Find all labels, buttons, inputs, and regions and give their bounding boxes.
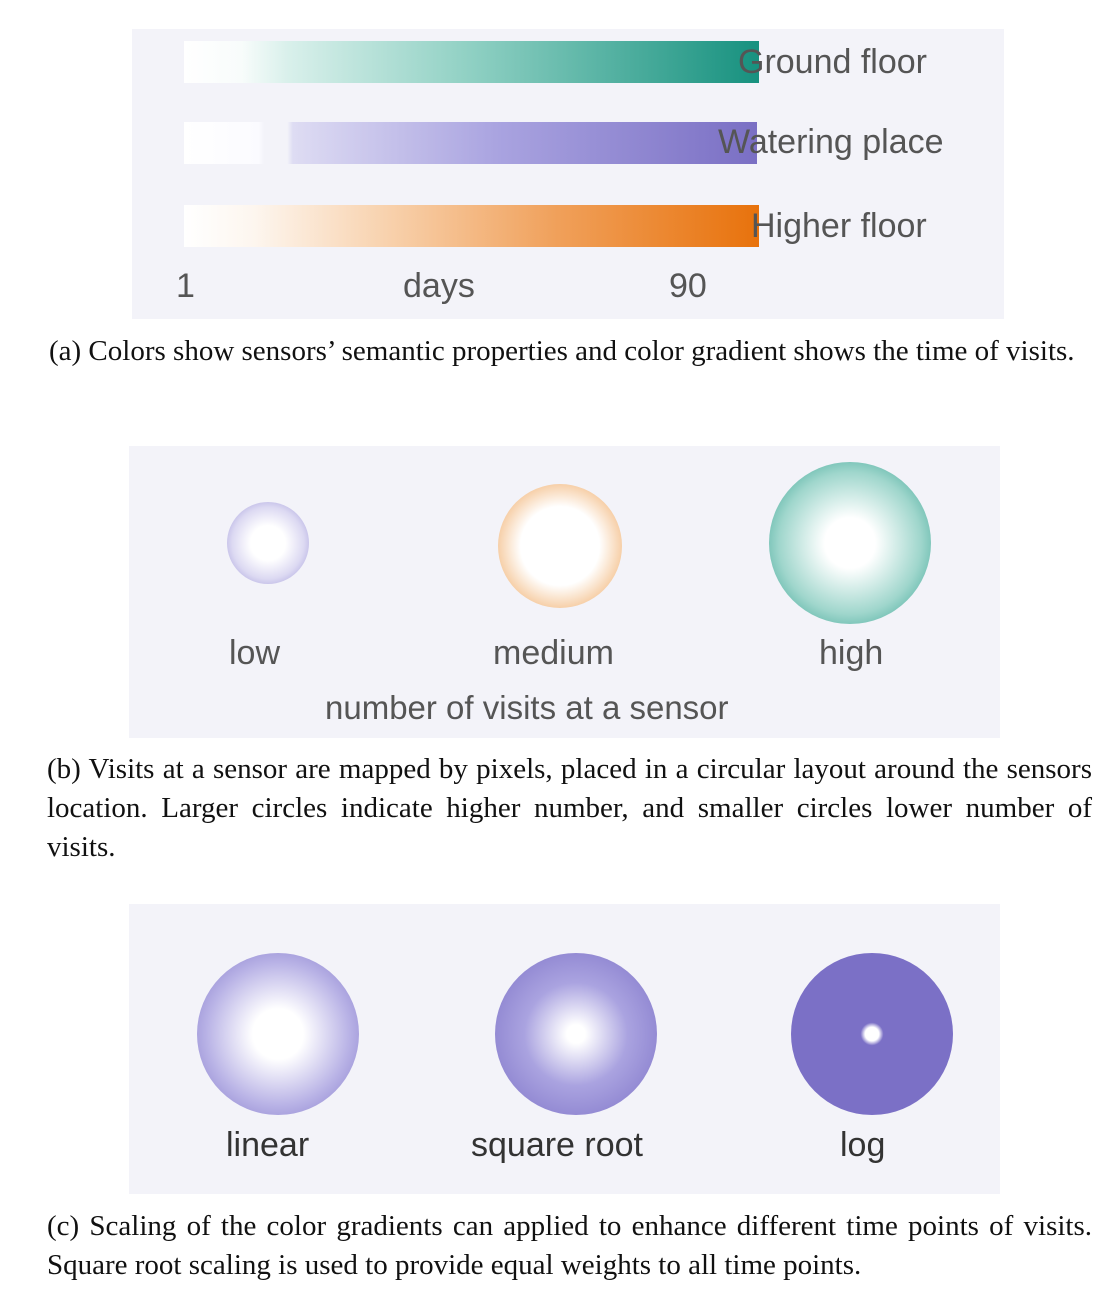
caption-b: (b) Visits at a sensor are mapped by pix… (47, 753, 1092, 863)
axis-unit-label: days (403, 267, 475, 305)
caption-c: (c) Scaling of the color gradients can a… (47, 1210, 1092, 1281)
circle-medium (498, 484, 622, 608)
scaling-panel-c: linear square root log (129, 904, 1000, 1194)
ground-floor-gradient-bar (184, 41, 759, 83)
legend-panel-a: Ground floor Watering place Higher floor… (132, 29, 1004, 319)
circle-log-scaling (791, 953, 953, 1115)
circle-square-root-scaling (495, 953, 657, 1115)
level-label-high: high (819, 634, 884, 672)
circle-low (227, 502, 309, 584)
legend-label-higher-floor: Higher floor (751, 207, 927, 245)
level-label-low: low (229, 634, 281, 672)
axis-max-label: 90 (669, 267, 707, 305)
scaling-label-log: log (840, 1126, 886, 1164)
scaling-label-square-root: square root (471, 1126, 643, 1164)
circle-high (769, 462, 931, 624)
legend-label-watering-place: Watering place (718, 123, 944, 161)
legend-label-ground-floor: Ground floor (738, 43, 927, 81)
visits-size-panel-b: low medium high number of visits at a se… (129, 446, 1000, 738)
level-label-medium: medium (493, 634, 614, 672)
scaling-label-linear: linear (226, 1126, 310, 1164)
watering-place-gradient-bar (184, 122, 757, 164)
higher-floor-gradient-bar (184, 205, 759, 247)
circle-linear-scaling (197, 953, 359, 1115)
visits-axis-label: number of visits at a sensor (325, 689, 729, 726)
axis-min-label: 1 (176, 267, 195, 305)
caption-a: (a) Colors show sensors’ semantic proper… (49, 335, 1075, 367)
